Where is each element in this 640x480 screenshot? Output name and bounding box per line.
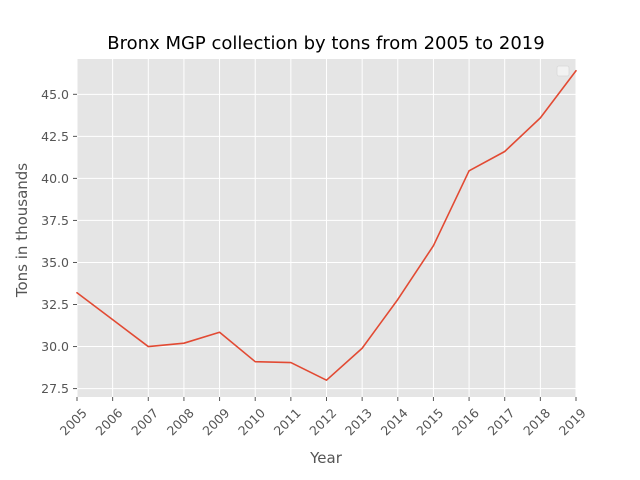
grid xyxy=(76,59,577,397)
y-tick-label: 27.5 xyxy=(41,381,69,396)
y-tick-label: 32.5 xyxy=(41,297,69,312)
legend-box xyxy=(556,65,570,77)
y-tick-label: 42.5 xyxy=(41,129,69,144)
y-tick-label: 45.0 xyxy=(41,87,69,102)
y-axis-label: Tons in thousands xyxy=(13,163,31,298)
y-tick-label: 30.0 xyxy=(41,339,69,354)
series-line xyxy=(76,69,577,381)
y-tick-label: 40.0 xyxy=(41,171,69,186)
y-axis: 27.5 30.0 32.5 35.0 37.5 40.0 42.5 45.0 xyxy=(41,87,77,396)
x-axis-label: Year xyxy=(309,449,343,467)
y-tick-label: 37.5 xyxy=(41,213,69,228)
y-tick-label: 35.0 xyxy=(41,255,69,270)
chart-title: Bronx MGP collection by tons from 2005 t… xyxy=(107,33,544,54)
series-layer xyxy=(76,69,577,381)
